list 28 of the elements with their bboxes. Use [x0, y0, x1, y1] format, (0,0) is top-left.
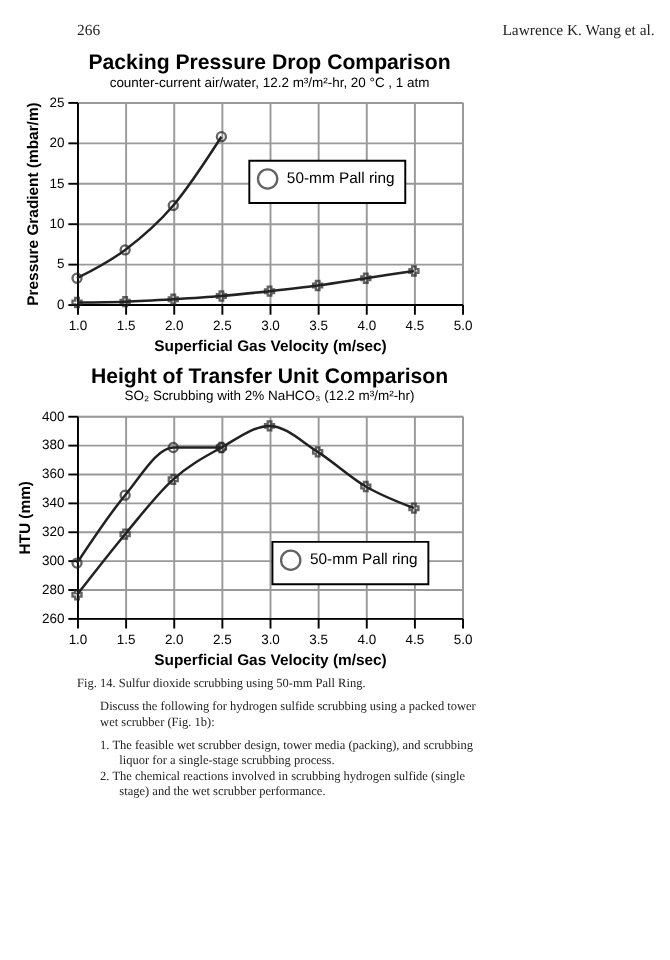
legend-label: 50-mm Pall ring [286, 168, 395, 187]
point [215, 290, 228, 302]
text: 266 [77, 20, 101, 39]
point [360, 480, 372, 493]
point [167, 473, 179, 485]
x-axis-title: Superficial Gas Velocity (m/sec) [154, 651, 388, 670]
point [167, 441, 179, 454]
point [119, 489, 131, 501]
point [263, 420, 276, 432]
y-axis-title: Pressure Gradient (mbar/m) [23, 101, 42, 306]
point [408, 502, 420, 514]
point [360, 272, 372, 284]
point [167, 293, 179, 305]
chart-title: Packing Pressure Drop Comparison [88, 51, 451, 76]
point [167, 199, 179, 212]
point [71, 589, 83, 601]
chart-title: Height of Transfer Unit Comparison [90, 365, 449, 390]
x-axis-title: Superficial Gas Velocity (m/sec) [154, 337, 388, 356]
point [312, 279, 324, 292]
point [119, 244, 131, 256]
point [408, 265, 420, 277]
point [263, 285, 276, 297]
text: Lawrence K. Wang et al. [502, 20, 655, 39]
legend-label: 50-mm Pall ring [309, 550, 418, 569]
point [312, 446, 324, 458]
point [119, 296, 131, 308]
point [119, 528, 131, 540]
y-axis-title: HTU (mm) [16, 480, 35, 555]
